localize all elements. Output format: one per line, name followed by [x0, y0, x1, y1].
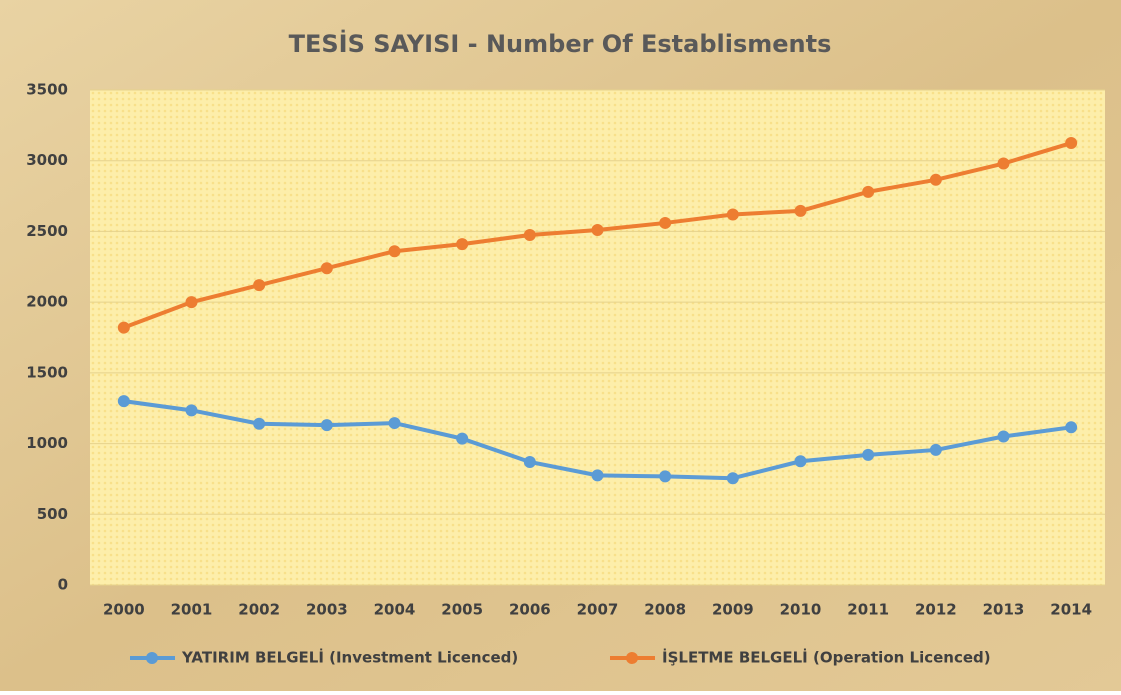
x-tick-label: 2003 — [306, 601, 348, 619]
legend-marker — [146, 652, 158, 664]
x-tick-label: 2006 — [509, 601, 551, 619]
data-point — [320, 419, 333, 432]
data-point — [253, 417, 266, 430]
x-tick-label: 2012 — [915, 601, 957, 619]
x-tick-label: 2001 — [171, 601, 213, 619]
data-point — [997, 157, 1010, 170]
data-point — [1065, 421, 1078, 434]
data-point — [659, 470, 672, 483]
data-point — [794, 455, 807, 468]
data-point — [523, 455, 536, 468]
data-point — [320, 262, 333, 275]
x-tick-label: 2010 — [780, 601, 822, 619]
data-point — [253, 279, 266, 292]
x-tick-label: 2004 — [374, 601, 416, 619]
legend-label: İŞLETME BELGELİ (Operation Licenced) — [662, 648, 991, 667]
y-tick-label: 2500 — [26, 222, 68, 240]
y-tick-label: 1000 — [26, 434, 68, 452]
data-point — [591, 224, 604, 237]
x-tick-label: 2014 — [1050, 601, 1092, 619]
data-point — [388, 245, 401, 258]
y-tick-label: 3000 — [26, 151, 68, 169]
x-tick-label: 2009 — [712, 601, 754, 619]
data-point — [1065, 137, 1078, 150]
plot-area — [90, 90, 1105, 585]
y-tick-label: 2000 — [26, 293, 68, 311]
data-point — [929, 443, 942, 456]
y-tick-label: 500 — [37, 505, 68, 523]
data-point — [997, 430, 1010, 443]
x-tick-label: 2008 — [644, 601, 686, 619]
data-point — [185, 404, 198, 417]
data-point — [117, 321, 130, 334]
data-point — [185, 296, 198, 309]
data-point — [794, 204, 807, 217]
data-point — [862, 185, 875, 198]
x-tick-label: 2013 — [983, 601, 1025, 619]
data-point — [726, 472, 739, 485]
data-point — [456, 238, 469, 251]
x-tick-label: 2000 — [103, 601, 145, 619]
data-point — [862, 448, 875, 461]
chart-title: TESİS SAYISI - Number Of Establisments — [289, 29, 832, 58]
data-point — [388, 417, 401, 430]
data-point — [726, 208, 739, 221]
x-tick-label: 2011 — [847, 601, 889, 619]
legend-label: YATIRIM BELGELİ (Investment Licenced) — [181, 648, 518, 667]
legend-marker — [626, 652, 638, 664]
data-point — [591, 469, 604, 482]
data-point — [523, 228, 536, 241]
data-point — [117, 395, 130, 408]
y-tick-label: 0 — [58, 576, 68, 594]
x-tick-label: 2005 — [441, 601, 483, 619]
data-point — [929, 173, 942, 186]
x-tick-label: 2007 — [577, 601, 619, 619]
x-tick-label: 2002 — [238, 601, 280, 619]
data-point — [456, 432, 469, 445]
data-point — [659, 216, 672, 229]
y-tick-label: 1500 — [26, 363, 68, 381]
y-tick-label: 3500 — [26, 81, 68, 99]
